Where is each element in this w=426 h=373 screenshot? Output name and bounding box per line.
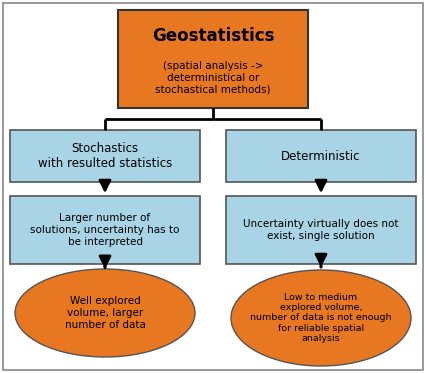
Text: Stochastics
with resulted statistics: Stochastics with resulted statistics — [38, 142, 172, 170]
Text: Larger number of
solutions, uncertainty has to
be interpreted: Larger number of solutions, uncertainty … — [30, 213, 180, 247]
FancyBboxPatch shape — [3, 3, 423, 370]
Text: Geostatistics: Geostatistics — [152, 27, 274, 45]
FancyBboxPatch shape — [118, 10, 308, 108]
Ellipse shape — [15, 269, 195, 357]
Text: Low to medium
explored volume,
number of data is not enough
for reliable spatial: Low to medium explored volume, number of… — [250, 293, 392, 343]
Text: Uncertainty virtually does not
exist, single solution: Uncertainty virtually does not exist, si… — [243, 219, 399, 241]
FancyBboxPatch shape — [226, 196, 416, 264]
Ellipse shape — [231, 270, 411, 366]
Text: (spatial analysis ->
deterministical or
stochastical methods): (spatial analysis -> deterministical or … — [155, 62, 271, 95]
FancyBboxPatch shape — [10, 130, 200, 182]
FancyBboxPatch shape — [10, 196, 200, 264]
Text: Well explored
volume, larger
number of data: Well explored volume, larger number of d… — [65, 297, 145, 330]
FancyBboxPatch shape — [226, 130, 416, 182]
Text: Deterministic: Deterministic — [281, 150, 361, 163]
